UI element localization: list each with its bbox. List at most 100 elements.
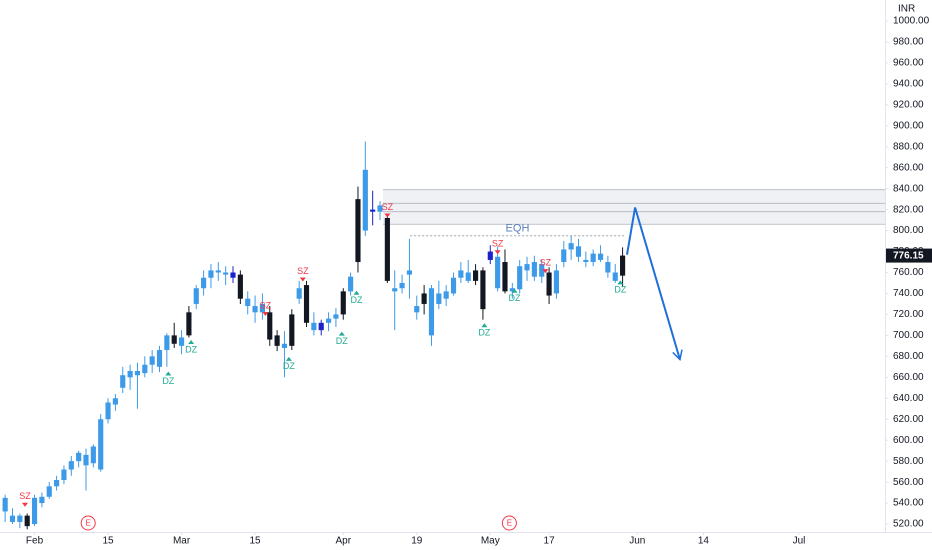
candle-body [289, 314, 295, 346]
y-tick-label: 800.00 [893, 225, 924, 236]
candle-body [524, 264, 530, 271]
x-tick-label: 17 [544, 536, 556, 547]
zone-label: SZ [492, 239, 504, 249]
candle-body [325, 318, 332, 323]
price-tag-label: 776.15 [893, 251, 924, 262]
x-tick-label: Jun [629, 536, 645, 547]
candle-body [259, 303, 265, 313]
event-label: E [507, 519, 512, 528]
candle-body [303, 285, 310, 323]
y-tick-label: 860.00 [893, 162, 924, 173]
candle-body [17, 515, 23, 522]
candle-body [2, 497, 8, 512]
zone-marker [262, 312, 269, 317]
y-tick-label: 680.00 [893, 351, 924, 362]
candle-body [583, 259, 589, 263]
x-tick-label: Apr [335, 536, 351, 547]
candle-body [612, 272, 618, 281]
candle-body [296, 288, 302, 299]
candle-body [517, 266, 523, 290]
candle-body [274, 335, 280, 346]
candle-body [134, 371, 141, 376]
candle-body [539, 264, 545, 277]
projection-arrow [626, 207, 681, 360]
candle-body [83, 454, 89, 466]
candle-body [178, 337, 185, 346]
y-tick-label: 720.00 [893, 309, 924, 320]
candle-body [414, 306, 420, 313]
candle-body [575, 246, 582, 257]
zone-marker [353, 290, 360, 295]
candle-body [384, 217, 390, 281]
candle-body [156, 350, 163, 367]
y-tick-label: 660.00 [893, 372, 924, 383]
zone-label: DZ [336, 336, 348, 346]
candle-body [311, 322, 317, 331]
zone-label: SZ [260, 300, 272, 310]
zone-label: DZ [185, 344, 197, 354]
y-tick-label: 820.00 [893, 204, 924, 215]
y-tick-label: 1000.00 [893, 16, 930, 27]
currency-label: INR [898, 4, 915, 15]
candle-body [473, 270, 479, 281]
zone-label: DZ [478, 328, 490, 338]
candle-body [112, 398, 118, 405]
candle-body [465, 272, 471, 281]
candle-body [568, 243, 574, 250]
candle-body [436, 293, 442, 304]
y-tick-label: 880.00 [893, 141, 924, 152]
x-tick-label: 15 [102, 536, 114, 547]
candle-body [281, 343, 288, 348]
candle-body [333, 314, 339, 319]
y-tick-label: 640.00 [893, 393, 924, 404]
candle-body [428, 288, 435, 336]
candle-body [450, 277, 457, 294]
y-tick-label: 760.00 [893, 267, 924, 278]
zone-marker [481, 323, 488, 328]
candle-body [105, 402, 111, 420]
x-tick-label: May [481, 536, 500, 547]
zone-label: DZ [283, 361, 295, 371]
y-tick-label: 600.00 [893, 435, 924, 446]
candle-body [370, 209, 376, 212]
candle-body [98, 419, 104, 470]
event-marker [80, 515, 96, 531]
zone-marker [188, 340, 195, 345]
zone-marker [617, 280, 624, 285]
x-tick-label: 14 [698, 536, 710, 547]
candle-body [553, 270, 560, 294]
candle-body [458, 270, 464, 278]
candle-body [31, 497, 38, 525]
candle-body [377, 205, 383, 212]
candle-body [267, 312, 273, 340]
zone-marker [21, 502, 28, 507]
zone-label: SZ [540, 257, 552, 267]
candle-body [597, 253, 604, 260]
candle-body [54, 480, 60, 487]
candle-body [399, 282, 405, 289]
zone-label: DZ [162, 376, 174, 386]
y-tick-label: 840.00 [893, 183, 924, 194]
eqh-label: EQH [506, 222, 530, 234]
y-tick-label: 540.00 [893, 498, 924, 509]
arrow-head [672, 349, 683, 361]
y-tick-label: 920.00 [893, 99, 924, 110]
candle-body [46, 486, 52, 497]
candle-body [546, 272, 552, 296]
candle-body [149, 356, 155, 365]
zone-marker [338, 331, 345, 336]
candle-body [362, 169, 368, 231]
y-tick-label: 900.00 [893, 120, 924, 131]
candle-body [127, 371, 133, 378]
candle-body [620, 255, 626, 276]
zone-marker [165, 371, 172, 376]
y-tick-label: 980.00 [893, 37, 924, 48]
candle-body [193, 288, 199, 304]
zone-label: DZ [350, 295, 362, 305]
candle-body [340, 291, 346, 315]
candle-body [443, 291, 449, 299]
candle-body [39, 496, 45, 504]
y-tick-label: 700.00 [893, 330, 924, 341]
candle-body [68, 461, 74, 470]
